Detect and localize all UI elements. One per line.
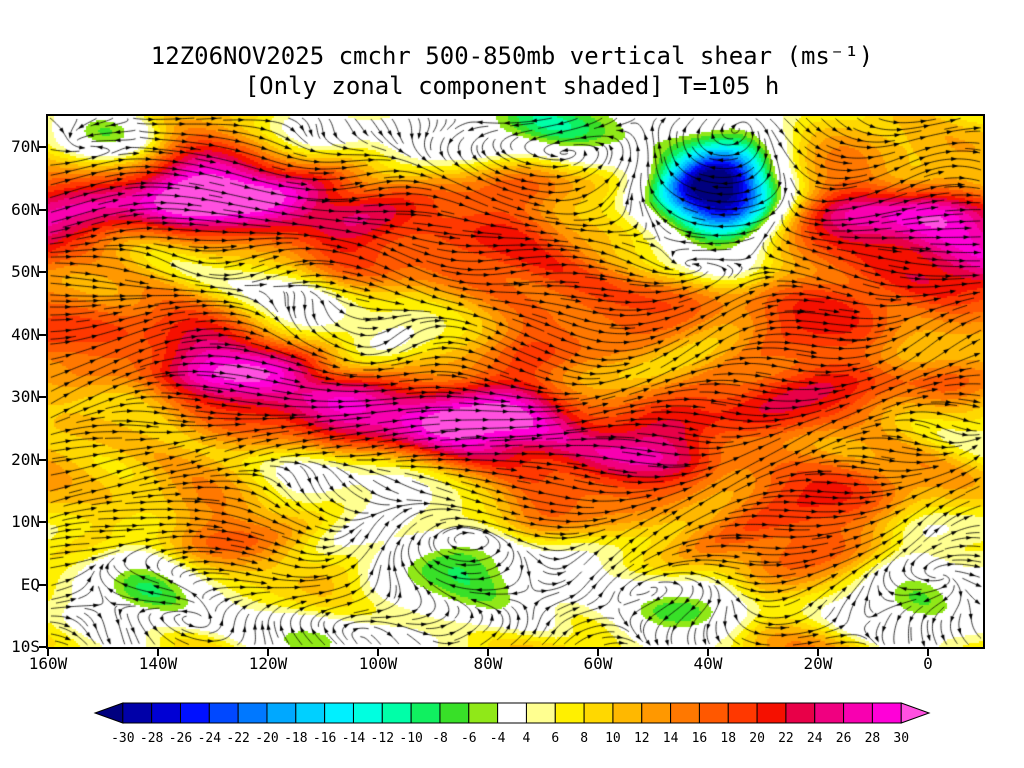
colorbar-tick-label: 4 (523, 731, 531, 746)
colorbar-tick-label: 14 (663, 731, 679, 746)
y-axis-label: 40N (11, 324, 40, 344)
colorbar-tick-label: -18 (284, 731, 307, 746)
x-axis-label: 100W (358, 654, 398, 673)
colorbar-segment (439, 702, 470, 724)
colorbar-tick-label: -26 (169, 731, 192, 746)
x-axis-label: 0 (923, 654, 933, 673)
colorbar-tick-label: -14 (342, 731, 366, 746)
colorbar-tick-label: -8 (432, 731, 448, 746)
colorbar-tick-label: 30 (893, 731, 909, 746)
colorbar-segment (468, 702, 499, 724)
y-axis-tick (39, 146, 46, 149)
colorbar-segment (698, 702, 729, 724)
colorbar-tick-label: -4 (490, 731, 506, 746)
colorbar-tick-label: -10 (399, 731, 422, 746)
colorbar-tick-label: 16 (692, 731, 708, 746)
x-axis-tick (47, 649, 49, 656)
colorbar-segment (179, 702, 210, 724)
y-axis-label: 10S (11, 637, 40, 656)
colorbar-segment (583, 702, 614, 724)
y-axis-label: 70N (11, 137, 40, 157)
colorbar-segment (410, 702, 441, 724)
y-axis-label: 20N (11, 449, 40, 469)
colorbar-tick-label: 6 (551, 731, 559, 746)
x-axis-label: 160W (28, 654, 68, 673)
y-axis-label: 10N (11, 512, 40, 532)
colorbar-segment (814, 702, 845, 724)
colorbar-tick-label: 24 (807, 731, 823, 746)
x-axis-tick (597, 649, 599, 656)
colorbar-segment (641, 702, 672, 724)
colorbar-segment (871, 702, 902, 724)
colorbar-tick-label: -20 (255, 731, 278, 746)
y-axis-label: 60N (11, 199, 40, 219)
colorbar-tick-label: 10 (605, 731, 621, 746)
y-axis-tick (39, 646, 46, 648)
y-axis-tick (39, 208, 46, 211)
x-axis-tick (377, 649, 379, 656)
colorbar: -30 -28 -26 -24 -22 -20 -18 -16 -14 -12 -10 -8 -6 -4 4… (93, 702, 931, 746)
map-frame (46, 114, 985, 649)
colorbar-segment (295, 702, 326, 724)
colorbar-tick-label: -6 (461, 731, 477, 746)
y-axis-label: 50N (11, 262, 40, 282)
y-axis-label: EQ (20, 574, 40, 594)
x-axis-tick (157, 649, 159, 656)
colorbar-tick-label: -30 (111, 731, 134, 746)
y-axis-label: 30N (11, 387, 40, 407)
colorbar-segment (266, 702, 297, 724)
chart-title: 12Z06NOV2025 cmchr 500-850mb vertical sh… (150, 42, 874, 70)
colorbar-segment (237, 702, 268, 724)
x-axis-label: 120W (248, 654, 288, 673)
x-axis-label: 80W (473, 654, 503, 673)
colorbar-tick-label: 8 (580, 731, 588, 746)
colorbar-segment (208, 702, 239, 724)
colorbar-segment (843, 702, 873, 724)
colorbar-tick-label: 26 (836, 731, 852, 746)
colorbar-segment (756, 702, 787, 724)
colorbar-tick-label: -28 (140, 731, 163, 746)
colorbar-tick-label: -16 (313, 731, 336, 746)
colorbar-segment (727, 702, 758, 724)
y-axis-tick (39, 271, 46, 274)
colorbar-tick-label: 20 (749, 731, 765, 746)
x-axis-tick (817, 649, 819, 656)
chart-subtitle: [Only zonal component shaded] T=105 h (244, 72, 780, 100)
x-axis-label: 60W (583, 654, 613, 673)
colorbar-segment (151, 702, 181, 724)
colorbar-segment (381, 702, 412, 724)
x-axis-tick (927, 649, 929, 656)
x-axis-label: 20W (803, 654, 833, 673)
colorbar-segment (525, 702, 556, 724)
y-axis-tick (39, 458, 46, 461)
colorbar-left-arrow (93, 702, 124, 724)
colorbar-tick-label: 28 (865, 731, 881, 746)
colorbar-segment (670, 702, 700, 724)
colorbar-segment (352, 702, 383, 724)
colorbar-tick-label: -22 (226, 731, 249, 746)
y-axis-tick (39, 396, 46, 399)
colorbar-segment (497, 702, 527, 724)
colorbar-tick-label: 12 (634, 731, 650, 746)
colorbar-tick-label: -24 (198, 731, 222, 746)
y-axis-tick (39, 333, 46, 336)
colorbar-right-arrow (900, 702, 931, 724)
colorbar-tick-label: 18 (720, 731, 736, 746)
x-axis-tick (487, 649, 489, 656)
y-axis-tick (39, 521, 46, 524)
x-axis-label: 40W (693, 654, 723, 673)
colorbar-segment (785, 702, 816, 724)
shear-streamline-map (48, 116, 983, 647)
colorbar-segment (122, 702, 153, 724)
x-axis-label: 140W (138, 654, 178, 673)
colorbar-tick-label: -12 (371, 731, 394, 746)
y-axis-tick (39, 583, 46, 586)
colorbar-tick-label: 22 (778, 731, 794, 746)
x-axis-tick (707, 649, 709, 656)
colorbar-segment (554, 702, 585, 724)
colorbar-segment (324, 702, 354, 724)
x-axis-tick (267, 649, 269, 656)
colorbar-segment (612, 702, 643, 724)
